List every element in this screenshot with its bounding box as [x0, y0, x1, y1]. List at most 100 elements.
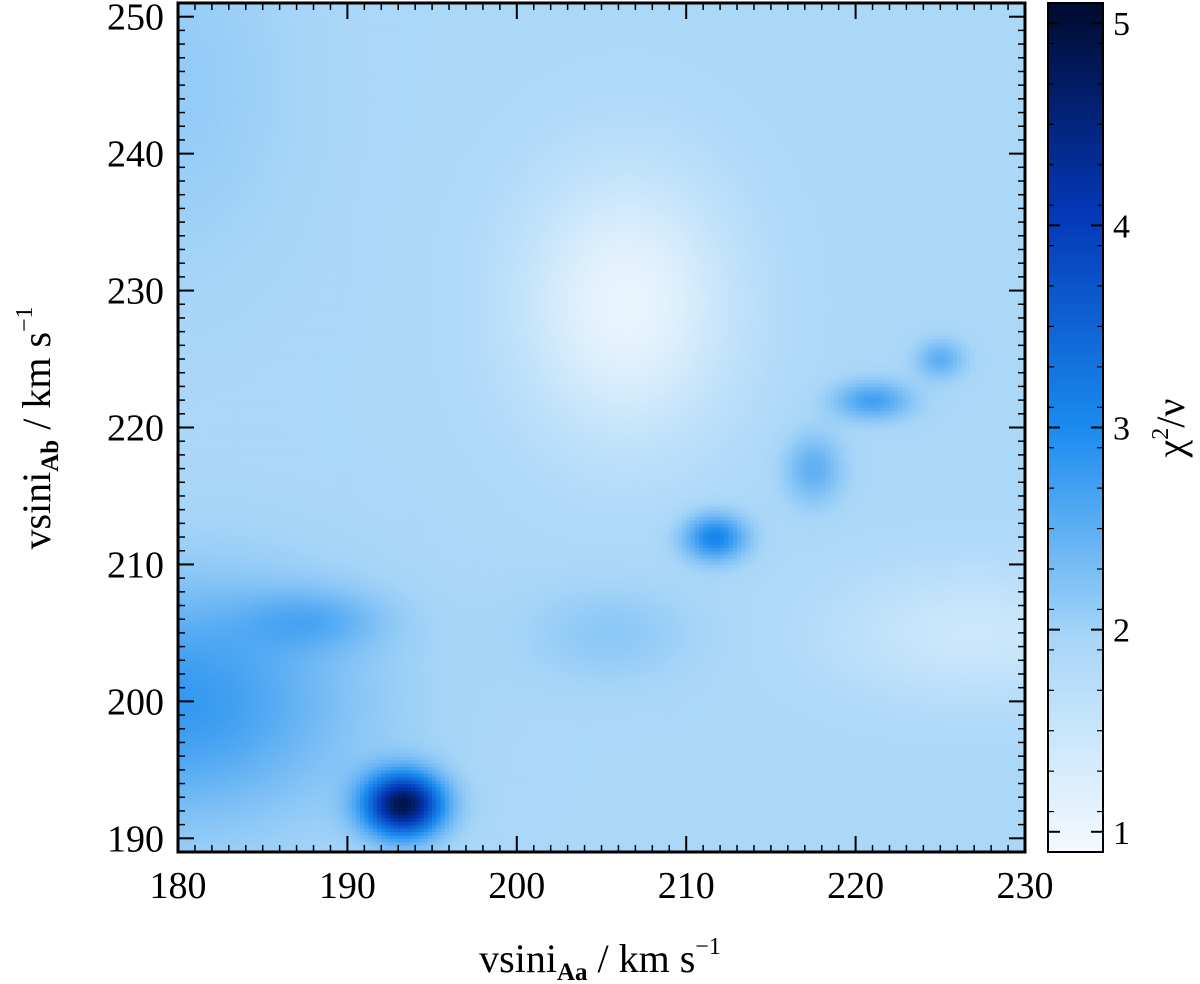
heatmap-cell [242, 804, 247, 808]
heatmap-cell [220, 756, 225, 760]
heatmap-cell [225, 746, 230, 750]
heatmap-cell [208, 551, 213, 555]
heatmap-cell [195, 626, 200, 630]
heatmap-cell [242, 742, 247, 746]
heatmap-cell [237, 472, 242, 476]
heatmap-cell [220, 643, 225, 647]
heatmap-cell [242, 421, 247, 425]
heatmap-cell [220, 513, 225, 517]
heatmap-cell [237, 109, 242, 113]
heatmap-cell [225, 30, 230, 34]
heatmap-cell [225, 34, 230, 38]
heatmap-cell [208, 30, 213, 34]
heatmap-cell [229, 123, 234, 127]
heatmap-cell [220, 342, 225, 346]
heatmap-cell [216, 267, 221, 271]
heatmap-cell [216, 386, 221, 390]
heatmap-cell [203, 17, 208, 21]
heatmap-cell [186, 44, 191, 48]
heatmap-cell [208, 438, 213, 442]
heatmap-cell [233, 729, 238, 733]
heatmap-cell [212, 332, 217, 336]
heatmap-cell [208, 828, 213, 832]
heatmap-cell [254, 95, 259, 99]
heatmap-cell [237, 297, 242, 301]
heatmap-cell [208, 359, 213, 363]
heatmap-cell [195, 61, 200, 65]
heatmap-cell [233, 585, 238, 589]
heatmap-cell [254, 246, 259, 250]
heatmap-cell [212, 106, 217, 110]
heatmap-cell [195, 154, 200, 158]
heatmap-cell [229, 287, 234, 291]
heatmap-cell [191, 215, 196, 219]
heatmap-cell [216, 787, 221, 791]
heatmap-cell [242, 54, 247, 58]
heatmap-cell [199, 749, 204, 753]
heatmap-cell [220, 585, 225, 589]
heatmap-cell [195, 311, 200, 315]
heatmap-cell [203, 657, 208, 661]
heatmap-cell [233, 150, 238, 154]
heatmap-cell [237, 609, 242, 613]
heatmap-cell [225, 222, 230, 226]
heatmap-cell [208, 681, 213, 685]
heatmap-cell [246, 647, 251, 651]
heatmap-cell [208, 318, 213, 322]
heatmap-cell [237, 825, 242, 829]
heatmap-cell [186, 633, 191, 637]
heatmap-cell [208, 188, 213, 192]
heatmap-cell [254, 804, 259, 808]
heatmap-cell [233, 345, 238, 349]
heatmap-cell [246, 342, 251, 346]
heatmap-cell [250, 243, 255, 247]
heatmap-cell [229, 304, 234, 308]
heatmap-cell [212, 167, 217, 171]
heatmap-cell [199, 119, 204, 123]
heatmap-cell [250, 684, 255, 688]
heatmap-cell [195, 578, 200, 582]
heatmap-cell [195, 65, 200, 69]
heatmap-cell [220, 763, 225, 767]
heatmap-cell [246, 551, 251, 555]
heatmap-cell [254, 417, 259, 421]
heatmap-cell [199, 578, 204, 582]
heatmap-cell [212, 708, 217, 712]
heatmap-cell [203, 691, 208, 695]
heatmap-cell [246, 376, 251, 380]
heatmap-cell [195, 410, 200, 414]
heatmap-cell [229, 705, 234, 709]
heatmap-cell [186, 636, 191, 640]
heatmap-cell [242, 482, 247, 486]
heatmap-cell [220, 636, 225, 640]
heatmap-cell [195, 205, 200, 209]
heatmap-cell [225, 71, 230, 75]
heatmap-cell [216, 530, 221, 534]
heatmap-cell [191, 688, 196, 692]
heatmap-cell [203, 616, 208, 620]
heatmap-cell [246, 486, 251, 490]
heatmap-cell [212, 414, 217, 418]
heatmap-cell [254, 578, 259, 582]
heatmap-cell [220, 619, 225, 623]
heatmap-cell [220, 48, 225, 52]
heatmap-cell [242, 349, 247, 353]
heatmap-cell [242, 280, 247, 284]
heatmap-cell [216, 582, 221, 586]
heatmap-cell [229, 633, 234, 637]
heatmap-cell [233, 691, 238, 695]
heatmap-cell [220, 794, 225, 798]
heatmap-cell [220, 226, 225, 230]
heatmap-cell [250, 71, 255, 75]
heatmap-cell [225, 715, 230, 719]
heatmap-cell [203, 119, 208, 123]
heatmap-cell [242, 376, 247, 380]
heatmap-cell [229, 592, 234, 596]
heatmap-cell [225, 445, 230, 449]
heatmap-cell [195, 736, 200, 740]
heatmap-cell [237, 198, 242, 202]
heatmap-cell [195, 30, 200, 34]
heatmap-cell [182, 845, 187, 849]
heatmap-cell [208, 513, 213, 517]
heatmap-cell [233, 575, 238, 579]
